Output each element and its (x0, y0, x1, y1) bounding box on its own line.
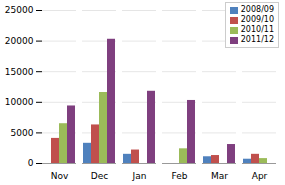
html-text:2009/10: 2009/10 (240, 15, 274, 24)
svg-text:10000: 10000 (5, 97, 34, 107)
svg-text:Jan: Jan (132, 171, 147, 181)
html-text:2010/11: 2010/11 (240, 25, 274, 34)
svg-text:20000: 20000 (5, 36, 34, 46)
svg-text:0: 0 (28, 158, 34, 168)
svg-text:Apr: Apr (252, 171, 268, 181)
svg-text:Dec: Dec (91, 171, 108, 181)
svg-text:Nov: Nov (51, 171, 69, 181)
svg-text:5000: 5000 (11, 128, 34, 138)
html-text:2011/12: 2011/12 (240, 35, 274, 44)
svg-text:Mar: Mar (211, 171, 228, 181)
html-text:2008/09: 2008/09 (240, 5, 274, 14)
svg-text:15000: 15000 (5, 67, 34, 77)
svg-text:Feb: Feb (172, 171, 188, 181)
svg-text:25000: 25000 (5, 5, 34, 15)
